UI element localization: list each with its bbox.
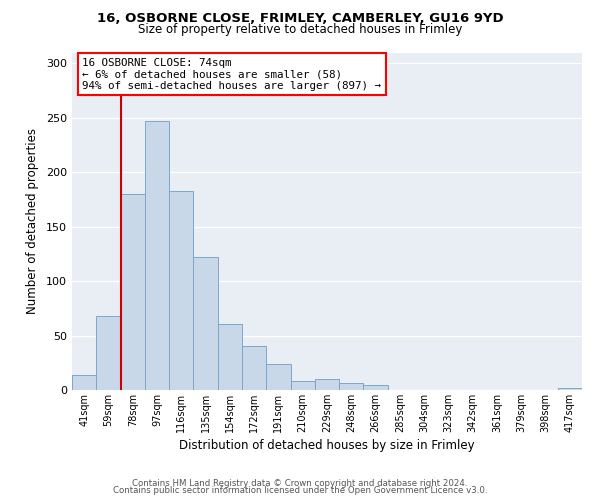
Bar bbox=[145, 121, 169, 390]
Bar bbox=[96, 316, 121, 390]
Text: Size of property relative to detached houses in Frimley: Size of property relative to detached ho… bbox=[138, 22, 462, 36]
Text: 16, OSBORNE CLOSE, FRIMLEY, CAMBERLEY, GU16 9YD: 16, OSBORNE CLOSE, FRIMLEY, CAMBERLEY, G… bbox=[97, 12, 503, 26]
X-axis label: Distribution of detached houses by size in Frimley: Distribution of detached houses by size … bbox=[179, 439, 475, 452]
Bar bbox=[290, 382, 315, 390]
Text: Contains HM Land Registry data © Crown copyright and database right 2024.: Contains HM Land Registry data © Crown c… bbox=[132, 478, 468, 488]
Bar bbox=[218, 324, 242, 390]
Bar bbox=[169, 191, 193, 390]
Bar bbox=[72, 375, 96, 390]
Bar bbox=[315, 379, 339, 390]
Text: Contains public sector information licensed under the Open Government Licence v3: Contains public sector information licen… bbox=[113, 486, 487, 495]
Bar bbox=[242, 346, 266, 390]
Bar bbox=[339, 384, 364, 390]
Bar bbox=[121, 194, 145, 390]
Bar bbox=[266, 364, 290, 390]
Bar bbox=[558, 388, 582, 390]
Bar bbox=[364, 384, 388, 390]
Bar bbox=[193, 257, 218, 390]
Y-axis label: Number of detached properties: Number of detached properties bbox=[26, 128, 39, 314]
Text: 16 OSBORNE CLOSE: 74sqm
← 6% of detached houses are smaller (58)
94% of semi-det: 16 OSBORNE CLOSE: 74sqm ← 6% of detached… bbox=[82, 58, 381, 91]
